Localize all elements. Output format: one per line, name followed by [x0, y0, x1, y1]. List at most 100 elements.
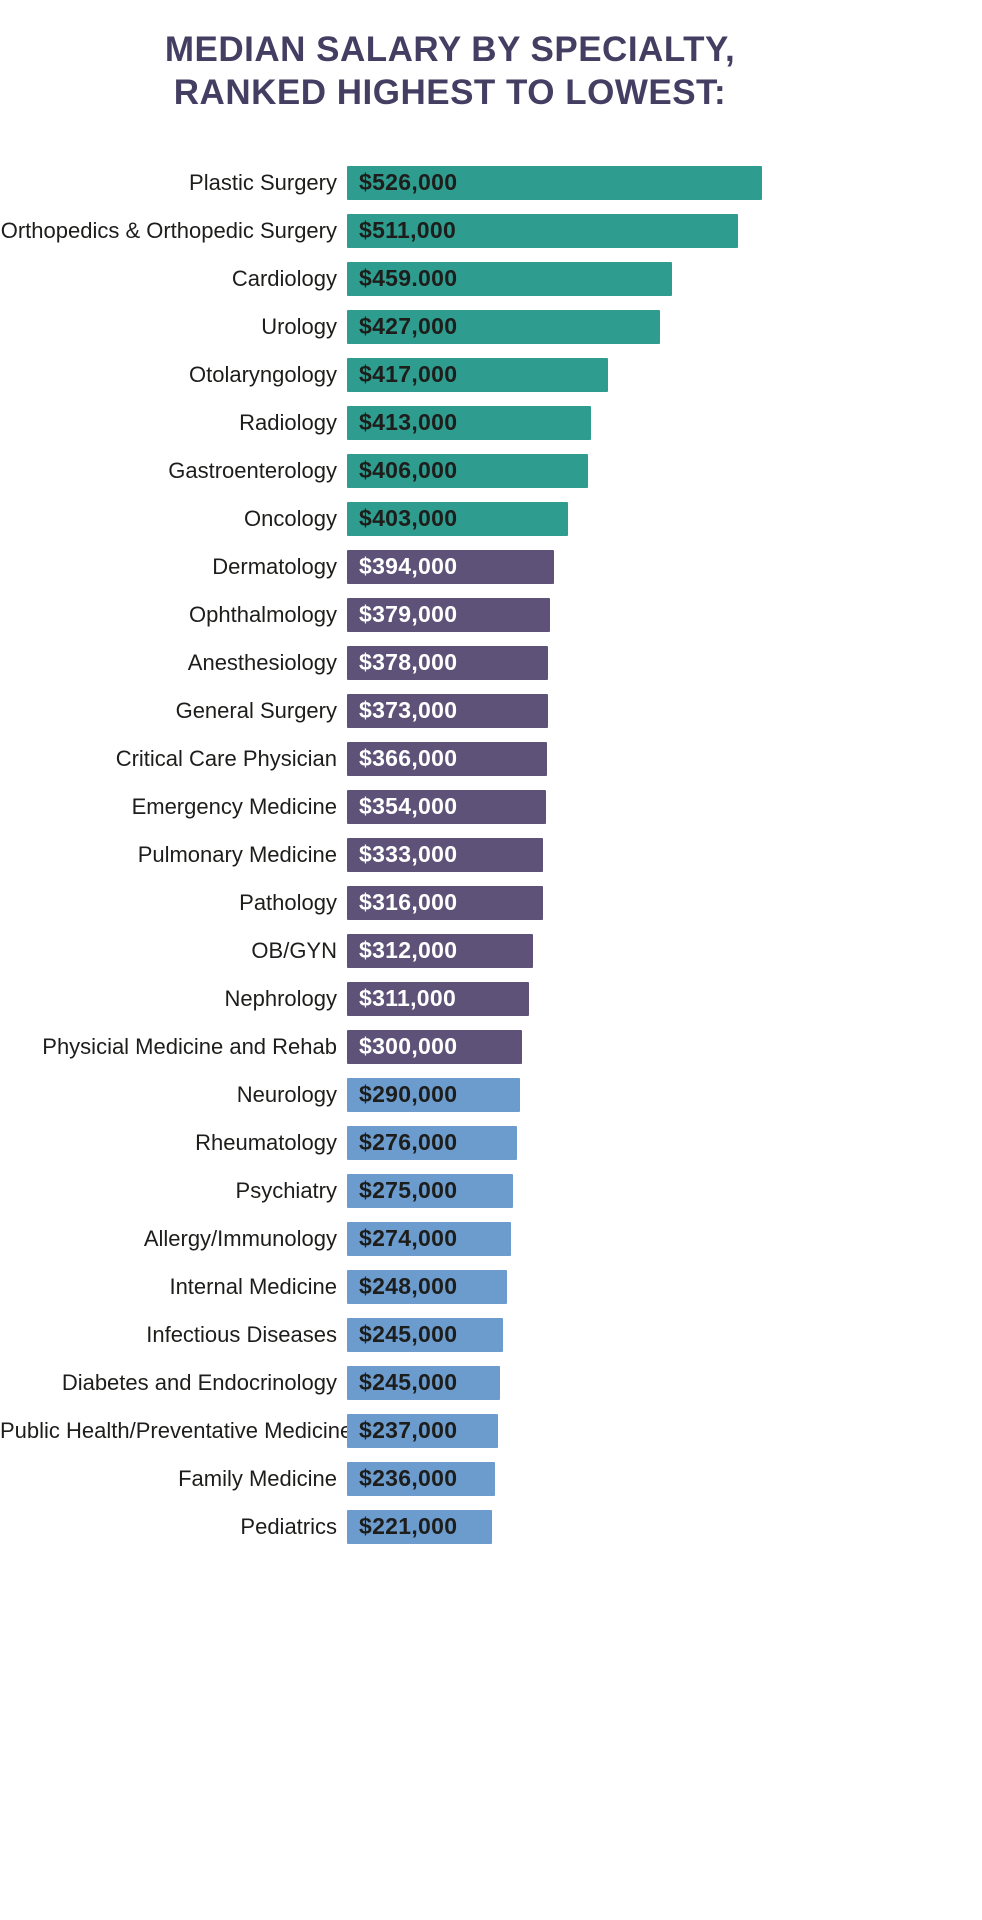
- chart-row: Family Medicine $236,000: [0, 1455, 900, 1503]
- salary-bar: $236,000: [347, 1461, 495, 1496]
- salary-value: $312,000: [359, 937, 458, 964]
- salary-bar: $245,000: [347, 1317, 503, 1352]
- salary-bar: $276,000: [347, 1125, 517, 1160]
- chart-row: Pediatrics $221,000: [0, 1503, 900, 1551]
- specialty-label: Neurology: [236, 1081, 337, 1107]
- specialty-label: Psychiatry: [235, 1177, 337, 1203]
- chart-row: Public Health/Preventative Medicine $237,…: [0, 1407, 900, 1455]
- chart-row: Allergy/Immunology $274,000: [0, 1215, 900, 1263]
- salary-value: $417,000: [359, 361, 458, 388]
- salary-value: $427,000: [359, 313, 458, 340]
- specialty-label: Anesthesiology: [187, 649, 337, 675]
- salary-value: $394,000: [359, 553, 458, 580]
- chart-row: Internal Medicine $248,000: [0, 1263, 900, 1311]
- chart-row: Pulmonary Medicine $333,000: [0, 831, 900, 879]
- salary-value: $237,000: [359, 1417, 458, 1444]
- chart-row: General Surgery $373,000: [0, 687, 900, 735]
- chart-row: Dermatology $394,000: [0, 543, 900, 591]
- specialty-label: OB/GYN: [251, 937, 337, 963]
- specialty-label: Family Medicine: [178, 1465, 337, 1491]
- salary-value: $245,000: [359, 1321, 458, 1348]
- salary-value: $248,000: [359, 1273, 458, 1300]
- salary-bar: $526,000: [347, 165, 762, 200]
- specialty-label: Public Health/Preventative Medicine: [0, 1417, 353, 1443]
- salary-bar: $373,000: [347, 693, 548, 728]
- salary-value: $221,000: [359, 1513, 458, 1540]
- specialty-label: Rheumatology: [195, 1129, 337, 1155]
- chart-row: Critical Care Physician $366,000: [0, 735, 900, 783]
- specialty-label: Plastic Surgery: [189, 169, 337, 195]
- specialty-label: Otolaryngology: [189, 361, 337, 387]
- chart-row: Anesthesiology $378,000: [0, 639, 900, 687]
- specialty-label: Pulmonary Medicine: [137, 841, 337, 867]
- salary-bar: $379,000: [347, 597, 550, 632]
- chart-row: Physicial Medicine and Rehab $300,000: [0, 1023, 900, 1071]
- chart-row: Psychiatry $275,000: [0, 1167, 900, 1215]
- specialty-label: Internal Medicine: [169, 1273, 337, 1299]
- salary-value: $276,000: [359, 1129, 458, 1156]
- salary-value: $275,000: [359, 1177, 458, 1204]
- salary-bar: $394,000: [347, 549, 554, 584]
- specialty-label: Nephrology: [224, 985, 337, 1011]
- chart-row: Gastroenterology $406,000: [0, 447, 900, 495]
- specialty-label: General Surgery: [175, 697, 337, 723]
- chart-row: Orthopedics & Orthopedic Surgery $511,000: [0, 207, 900, 255]
- salary-bar: $311,000: [347, 981, 529, 1016]
- salary-bar: $427,000: [347, 309, 660, 344]
- specialty-label: Physicial Medicine and Rehab: [42, 1033, 337, 1059]
- chart-row: Emergency Medicine $354,000: [0, 783, 900, 831]
- salary-bar: $312,000: [347, 933, 533, 968]
- specialty-label: Orthopedics & Orthopedic Surgery: [0, 217, 337, 243]
- specialty-label: Radiology: [239, 409, 337, 435]
- salary-bar: $378,000: [347, 645, 548, 680]
- specialty-label: Cardiology: [231, 265, 337, 291]
- salary-value: $236,000: [359, 1465, 458, 1492]
- chart-title-line2: RANKED HIGHEST TO LOWEST:: [173, 73, 727, 113]
- chart-row: Urology $427,000: [0, 303, 900, 351]
- salary-value: $379,000: [359, 601, 458, 628]
- chart-row: Rheumatology $276,000: [0, 1119, 900, 1167]
- chart-row: OB/GYN $312,000: [0, 927, 900, 975]
- salary-value: $354,000: [359, 793, 458, 820]
- chart-rows: Plastic Surgery $526,000 Orthopedics & Ort…: [0, 159, 900, 1551]
- chart-row: Infectious Diseases $245,000: [0, 1311, 900, 1359]
- salary-bar: $403,000: [347, 501, 568, 536]
- specialty-label: Diabetes and Endocrinology: [61, 1369, 337, 1395]
- chart-row: Otolaryngology $417,000: [0, 351, 900, 399]
- salary-bar: $245,000: [347, 1365, 500, 1400]
- salary-bar: $290,000: [347, 1077, 520, 1112]
- salary-bar: $511,000: [347, 213, 738, 248]
- chart-row: Pathology $316,000: [0, 879, 900, 927]
- salary-value: $316,000: [359, 889, 458, 916]
- salary-value: $290,000: [359, 1081, 458, 1108]
- salary-bar: $333,000: [347, 837, 543, 872]
- chart-row: Nephrology $311,000: [0, 975, 900, 1023]
- salary-bar: $275,000: [347, 1173, 513, 1208]
- chart-row: Plastic Surgery $526,000: [0, 159, 900, 207]
- salary-bar: $248,000: [347, 1269, 507, 1304]
- specialty-label: Allergy/Immunology: [143, 1225, 337, 1251]
- salary-value: $373,000: [359, 697, 458, 724]
- salary-bar: $413,000: [347, 405, 591, 440]
- specialty-label: Dermatology: [212, 553, 337, 579]
- specialty-label: Critical Care Physician: [115, 745, 337, 771]
- salary-value: $366,000: [359, 745, 458, 772]
- salary-value: $378,000: [359, 649, 458, 676]
- specialty-label: Ophthalmology: [189, 601, 337, 627]
- chart-title: MEDIAN SALARY BY SPECIALTY, RANKED HIGHE…: [0, 28, 900, 115]
- salary-value: $403,000: [359, 505, 458, 532]
- salary-value: $459.000: [359, 265, 458, 292]
- salary-value: $413,000: [359, 409, 458, 436]
- salary-bar: $300,000: [347, 1029, 522, 1064]
- specialty-label: Infectious Diseases: [146, 1321, 337, 1347]
- salary-value: $245,000: [359, 1369, 458, 1396]
- salary-bar: $237,000: [347, 1413, 498, 1448]
- specialty-label: Urology: [261, 313, 337, 339]
- salary-bar: $459.000: [347, 261, 672, 296]
- salary-value: $311,000: [359, 985, 457, 1012]
- salary-bar: $354,000: [347, 789, 546, 824]
- specialty-label: Pediatrics: [240, 1513, 337, 1539]
- specialty-label: Oncology: [244, 505, 337, 531]
- specialty-label: Emergency Medicine: [131, 793, 337, 819]
- salary-bar: $316,000: [347, 885, 543, 920]
